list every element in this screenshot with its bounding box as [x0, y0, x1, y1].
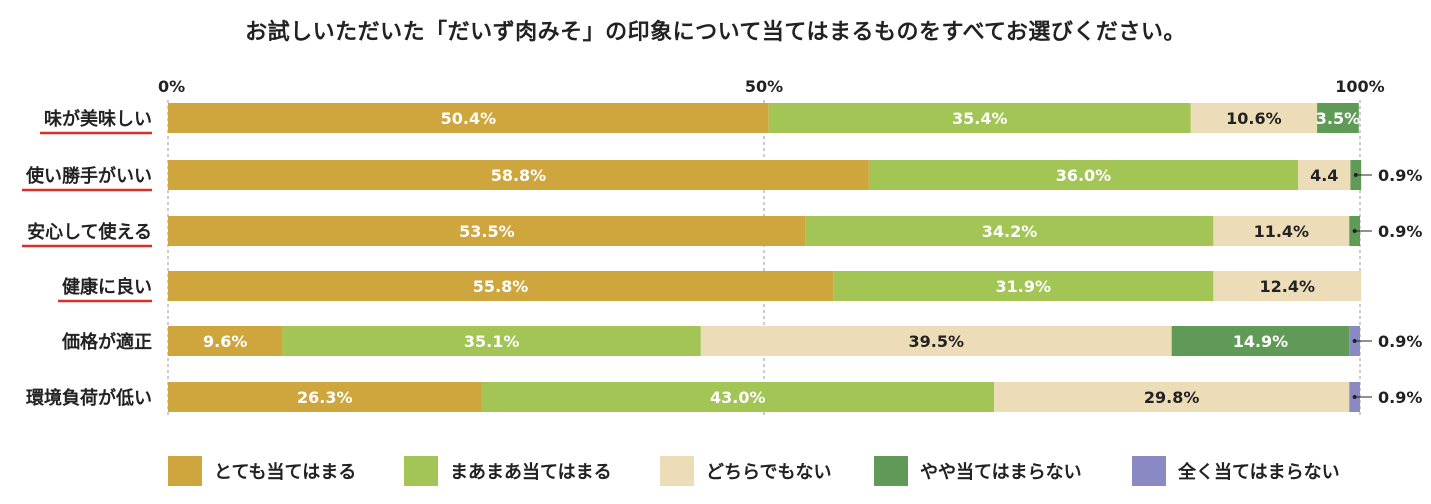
legend-item: やや当てはまらない: [874, 454, 1082, 488]
legend-label: どちらでもない: [706, 462, 832, 483]
bar-segment: [1190, 103, 1318, 133]
x-tick-label: 50%: [745, 77, 783, 96]
data-label: 34.2%: [982, 222, 1038, 241]
bar-segment: [168, 216, 806, 246]
chart-title: お試しいただいた「だいず肉みそ」の印象について当てはまるものをすべてお選びくださ…: [245, 20, 1186, 45]
data-label: 12.4%: [1260, 277, 1316, 296]
data-label: 11.4%: [1254, 222, 1310, 241]
data-label: 29.8%: [1144, 388, 1200, 407]
bar-segment: [282, 326, 701, 356]
legend-swatch: [660, 456, 694, 486]
data-label: 31.9%: [996, 277, 1052, 296]
legend: とても当てはまる まあまあ当てはまる どちらでもない やや当てはまらない 全く当てはまら…: [168, 454, 1368, 488]
bar-segment: [168, 160, 869, 190]
data-label: 3.5%: [1316, 109, 1360, 128]
stacked-bar-chart: 0% 50% 100% 味が美味しい使い勝手がいい安心して使える健康に良い価格が適正環…: [22, 77, 1422, 418]
data-label: 35.4%: [952, 109, 1008, 128]
legend-swatch: [404, 456, 438, 486]
data-label: 26.3%: [297, 388, 353, 407]
bar-segment: [1213, 271, 1362, 301]
bar-segment: [481, 382, 995, 412]
data-label: 14.9%: [1233, 332, 1289, 351]
data-label: 39.5%: [908, 332, 964, 351]
category-label: 使い勝手がいい: [25, 165, 152, 187]
data-label: 50.4%: [441, 109, 497, 128]
data-label: 58.8%: [491, 166, 547, 185]
bar-segment: [1213, 216, 1350, 246]
data-label: 55.8%: [473, 277, 529, 296]
legend-item: とても当てはまる: [168, 454, 356, 488]
data-label: 10.6%: [1226, 109, 1282, 128]
data-label: 36.0%: [1056, 166, 1112, 185]
bar-segment: [168, 382, 482, 412]
data-label-outside: 0.9%: [1378, 332, 1422, 351]
data-label-outside: 0.9%: [1378, 166, 1422, 185]
x-tick-label: 100%: [1335, 77, 1384, 96]
legend-label: やや当てはまらない: [920, 462, 1082, 483]
bar-segment: [168, 271, 834, 301]
category-label: 味が美味しい: [44, 108, 152, 130]
data-label: 43.0%: [710, 388, 766, 407]
legend-label: 全く当てはまらない: [1178, 462, 1340, 483]
data-label: 9.6%: [203, 332, 247, 351]
data-label: 35.1%: [464, 332, 520, 351]
bar-segment: [1298, 160, 1351, 190]
category-label: 健康に良い: [62, 276, 152, 298]
legend-label: とても当てはまる: [214, 462, 357, 483]
legend-item: どちらでもない: [660, 454, 831, 488]
bar-segment: [994, 382, 1350, 412]
x-tick-label: 0%: [158, 77, 185, 96]
category-label: 安心して使える: [27, 221, 152, 243]
legend-label: まあまあ当てはまる: [450, 462, 612, 483]
bar-segment: [1317, 103, 1359, 133]
bar-segment: [168, 103, 769, 133]
legend-swatch: [874, 456, 908, 486]
category-label: 環境負荷が低い: [26, 387, 152, 409]
bar-segment: [168, 326, 283, 356]
bar-segment: [868, 160, 1299, 190]
legend-swatch: [1132, 456, 1166, 486]
bar-segment: [1171, 326, 1350, 356]
legend-item: まあまあ当てはまる: [404, 454, 612, 488]
data-label-outside: 0.9%: [1378, 222, 1422, 241]
data-label-outside: 0.9%: [1378, 388, 1422, 407]
bar-segment: [700, 326, 1172, 356]
bar-segment: [833, 271, 1214, 301]
bar-segment: [768, 103, 1191, 133]
bar-segment: [805, 216, 1214, 246]
legend-swatch: [168, 456, 202, 486]
data-label: 4.4: [1310, 166, 1338, 185]
category-label: 価格が適正: [61, 331, 152, 353]
data-label: 53.5%: [459, 222, 515, 241]
legend-item: 全く当てはまらない: [1132, 454, 1340, 488]
